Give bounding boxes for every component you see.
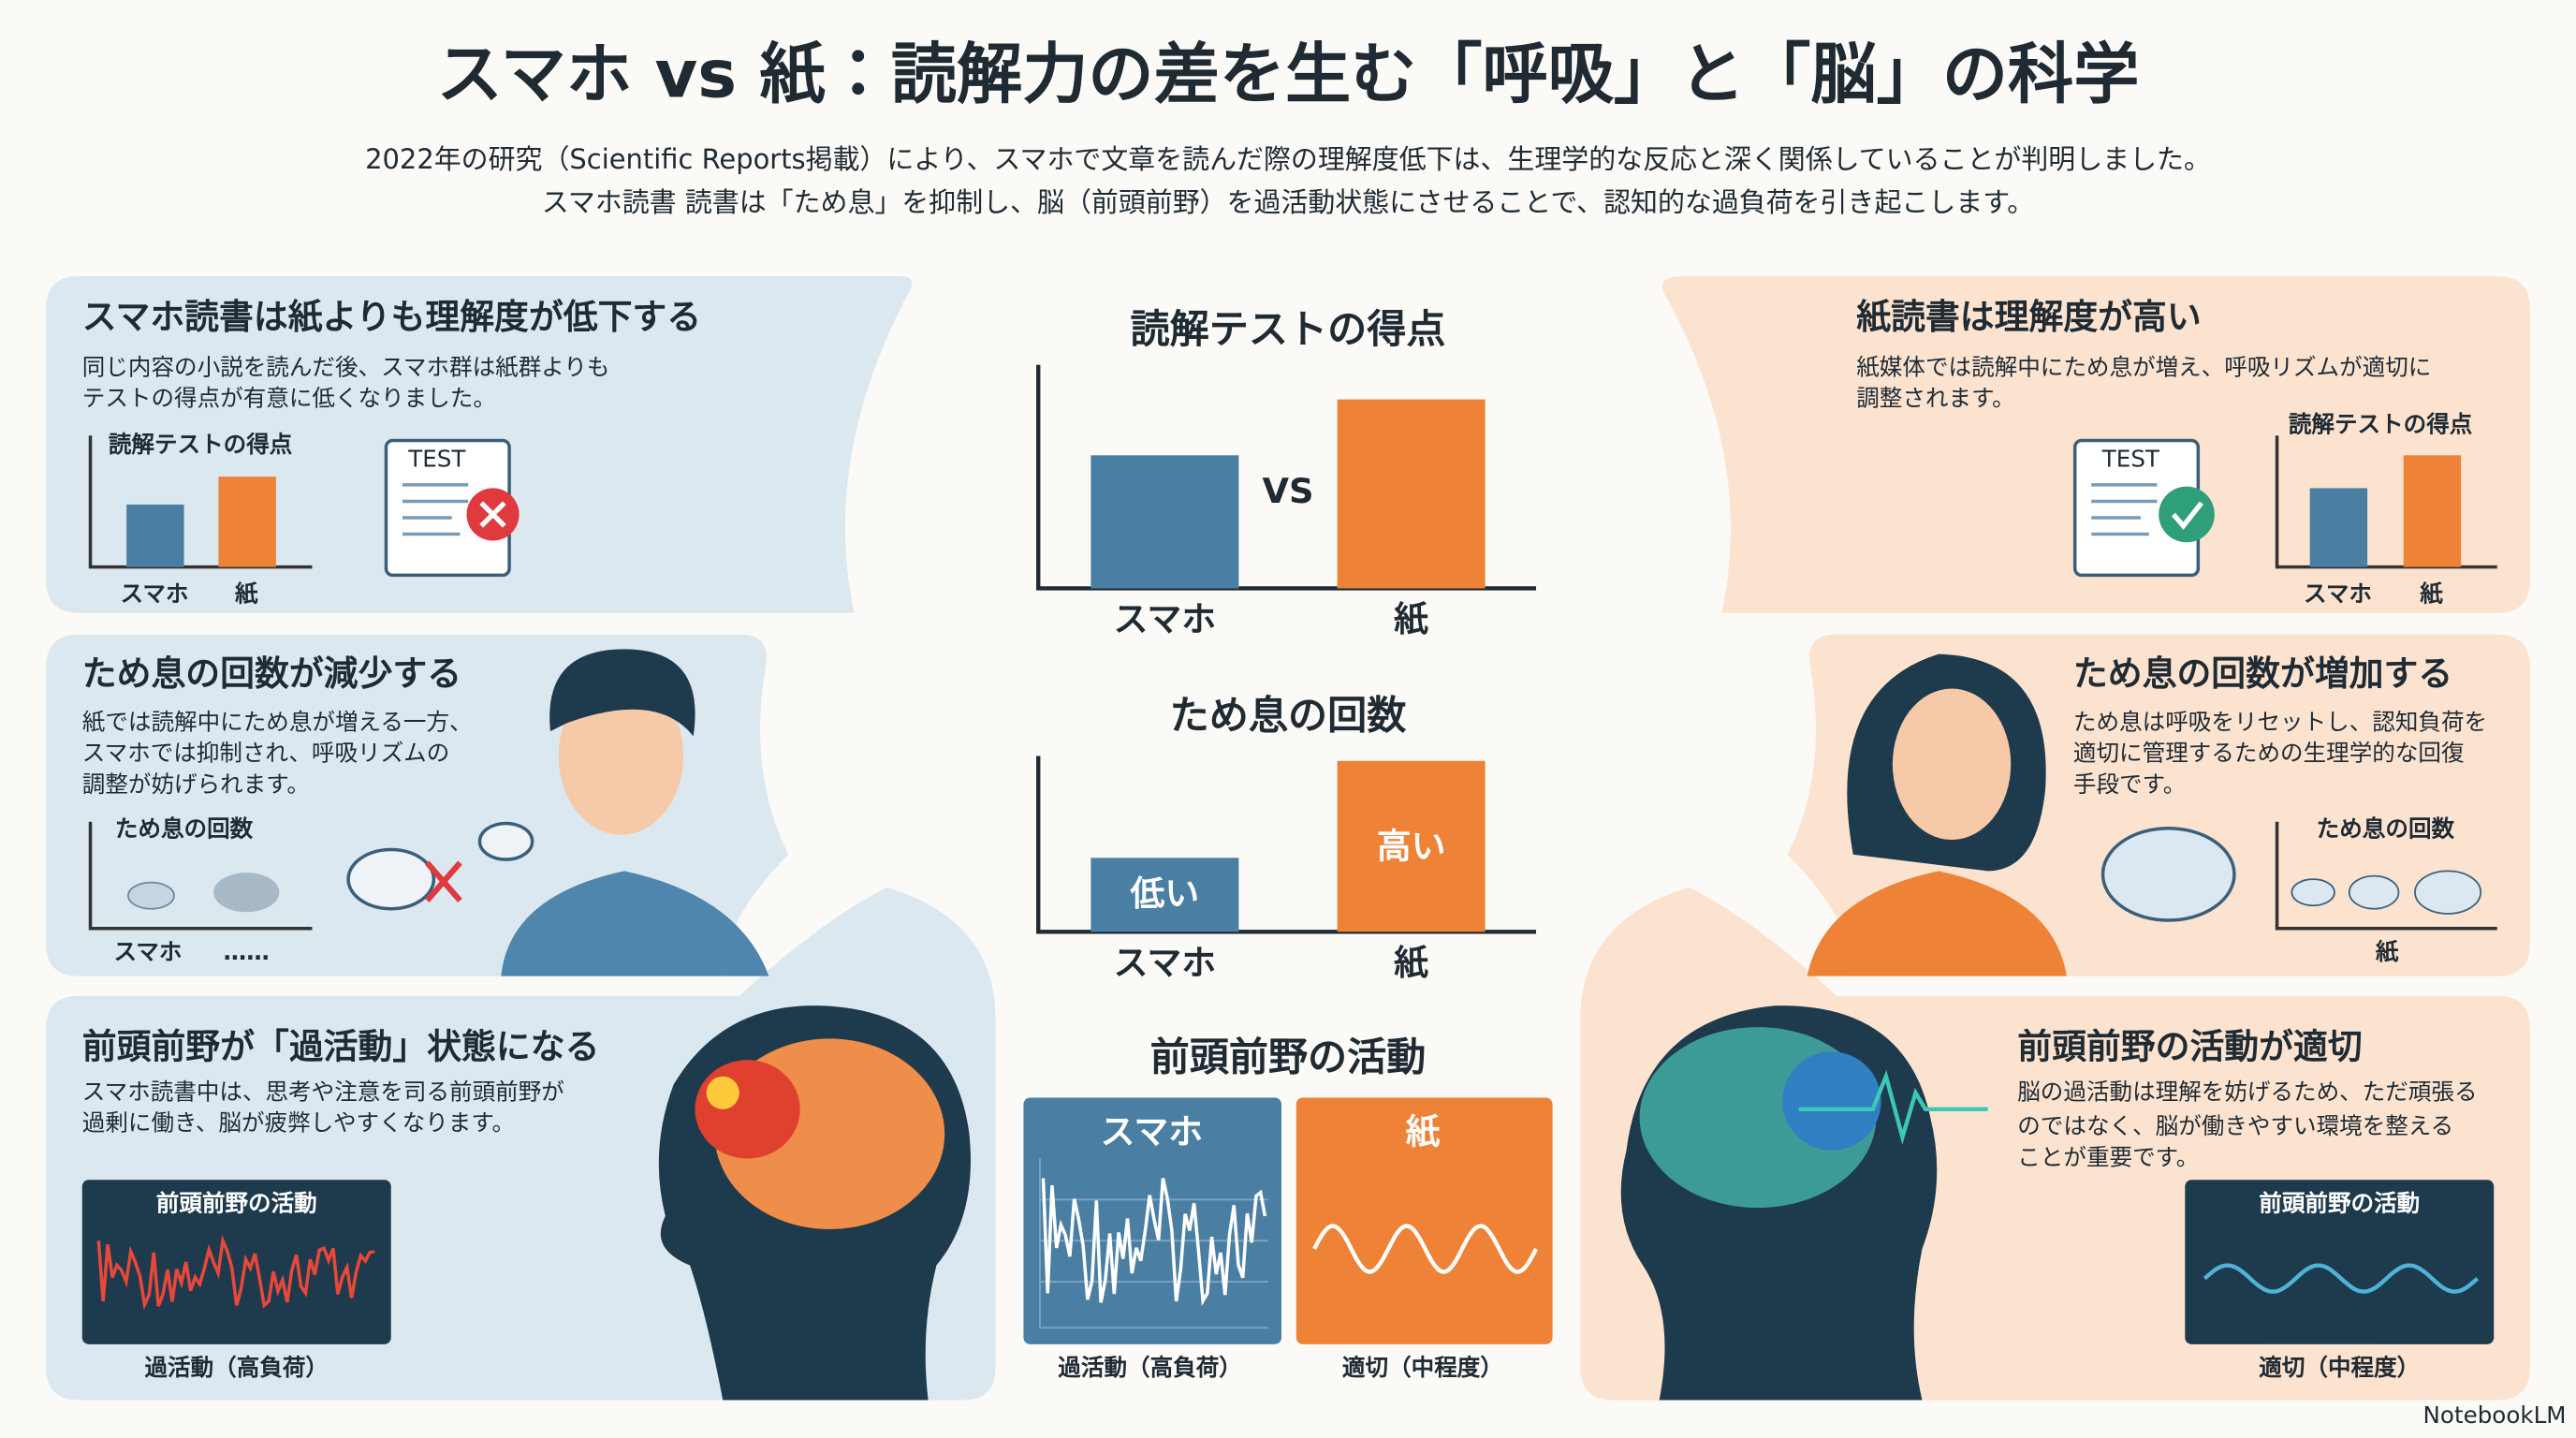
pulse-line <box>1798 1069 1988 1145</box>
cloud-icon <box>477 821 534 861</box>
chart-title: ため息の回数 <box>115 814 254 842</box>
label: 紙 <box>1394 599 1428 639</box>
cross <box>479 501 506 528</box>
vs-label: VS <box>1262 471 1313 511</box>
chart-title: 読解テストの得点 <box>1131 306 1446 352</box>
bar <box>1337 760 1486 932</box>
chart-title: 前頭前野の活動 <box>1150 1034 1427 1080</box>
grid <box>1039 1158 1268 1329</box>
brain-hotspot <box>706 1076 739 1109</box>
body-text: スマホ読書中は、思考や注意を司る前頭前野が <box>82 1078 564 1105</box>
bar <box>2309 488 2368 567</box>
wave-box <box>1295 1097 1553 1344</box>
body-text: 手段です。 <box>2073 770 2186 798</box>
breath-icon <box>2291 878 2335 907</box>
axis <box>88 821 313 931</box>
breath-icon <box>213 873 280 913</box>
body-text: 過剰に働き、脳が疲弊しやすくなります。 <box>82 1109 515 1137</box>
label: スマホ <box>2304 580 2372 607</box>
label: 紙 <box>1394 943 1428 983</box>
bar-label: 低い <box>1130 873 1200 914</box>
label: スマホ <box>121 580 189 607</box>
heading: ため息の回数が増加する <box>2073 653 2452 694</box>
wave <box>2203 1263 2480 1294</box>
label: 紙 <box>2376 938 2399 965</box>
subtitle: スマホ読書 読書は「ため息」を抑制し、脳（前頭前野）を過活動状態にさせることで、… <box>542 186 2034 218</box>
brain-hotspot <box>695 1060 800 1159</box>
check-icon <box>2159 486 2215 543</box>
label: 紙 <box>2420 580 2443 607</box>
caption: 適切（中程度） <box>1342 1354 1503 1381</box>
person-face <box>1892 688 2012 840</box>
person-hair <box>549 649 695 737</box>
breath-icon <box>2414 870 2482 915</box>
heading: 紙読書は理解度が高い <box>1856 297 2201 337</box>
brand: NotebookLM <box>2423 1401 2567 1429</box>
person-face <box>558 677 684 835</box>
body-text: 調整が妨げられます。 <box>82 770 310 798</box>
breath-icon <box>127 881 175 910</box>
label: スマホ <box>1101 1112 1203 1152</box>
bar-label: 高い <box>1377 826 1446 866</box>
icon-text: TEST <box>2101 446 2160 473</box>
icon-lines <box>2091 483 2158 536</box>
bar <box>218 477 276 567</box>
person-body <box>1807 871 2067 976</box>
body-text: 同じ内容の小説を読んだ後、スマホ群は紙群よりも <box>82 353 610 380</box>
cloud-icon <box>2100 826 2236 922</box>
label: スマホ <box>113 938 182 965</box>
body-text: のではなく、脳が働きやすい環境を整える <box>2017 1112 2453 1139</box>
label: 紙 <box>235 580 258 607</box>
chart-title: 前頭前野の活動 <box>2259 1190 2420 1217</box>
heading: 前頭前野が「過活動」状態になる <box>82 1026 600 1066</box>
subtitle: 2022年の研究（Scientific Reports掲載）により、スマホで文章… <box>365 143 2211 175</box>
axis <box>2275 821 2497 931</box>
body-text: 紙媒体では読解中にため息が増え、呼吸リズムが適切に <box>1856 353 2431 380</box>
chart-title: ため息の回数 <box>2317 814 2455 842</box>
wave <box>1312 1224 1538 1274</box>
icon-lines <box>402 483 469 536</box>
chart-title: ため息の回数 <box>1170 693 1408 739</box>
bar <box>2403 455 2462 567</box>
chart-title: 前頭前野の活動 <box>156 1190 317 1217</box>
body-text: ため息は呼吸をリセットし、認知負荷を <box>2073 708 2487 735</box>
cloud-icon <box>346 847 436 911</box>
breath-icon <box>2348 874 2400 910</box>
heading: ため息の回数が減少する <box>82 653 461 694</box>
body-text: テストの得点が有意に低くなりました。 <box>82 385 496 412</box>
body-text: 脳の過活動は理解を妨げるため、ただ頑張る <box>2017 1078 2477 1105</box>
body-text: ことが重要です。 <box>2017 1143 2199 1170</box>
caption: 過活動（高負荷） <box>144 1354 329 1381</box>
label: スマホ <box>1114 943 1216 983</box>
icon-text: TEST <box>407 446 466 473</box>
chart-title: 読解テストの得点 <box>2289 411 2473 438</box>
heading: スマホ読書は紙よりも理解度が低下する <box>82 297 701 337</box>
label: スマホ <box>1114 599 1216 639</box>
brain-hotspot <box>1782 1051 1881 1151</box>
bar <box>1337 399 1486 589</box>
caption: 過活動（高負荷） <box>1058 1354 1242 1381</box>
cross <box>425 860 462 902</box>
body-text: 適切に管理するための生理学的な回復 <box>2073 740 2465 767</box>
wave-box <box>2185 1180 2495 1344</box>
caption: 適切（中程度） <box>2259 1354 2420 1381</box>
bar <box>1090 455 1239 589</box>
person-body <box>501 871 769 976</box>
bar <box>1090 858 1239 932</box>
title: スマホ vs 紙：読解力の差を生む「呼吸」と「脳」の科学 <box>437 36 2140 112</box>
body-text: 紙では読解中にため息が増える一方、 <box>82 708 473 735</box>
check <box>2172 501 2203 530</box>
wave <box>1041 1178 1267 1307</box>
body-text: 調整されます。 <box>1856 385 2014 412</box>
body-text: スマホでは抑制され、呼吸リズムの <box>82 740 450 767</box>
chart-title: 読解テストの得点 <box>109 431 293 458</box>
bar <box>126 504 184 567</box>
label: 紙 <box>1405 1112 1440 1152</box>
wave <box>96 1234 375 1311</box>
heading: 前頭前野の活動が適切 <box>2017 1026 2362 1066</box>
label: …… <box>224 938 270 965</box>
